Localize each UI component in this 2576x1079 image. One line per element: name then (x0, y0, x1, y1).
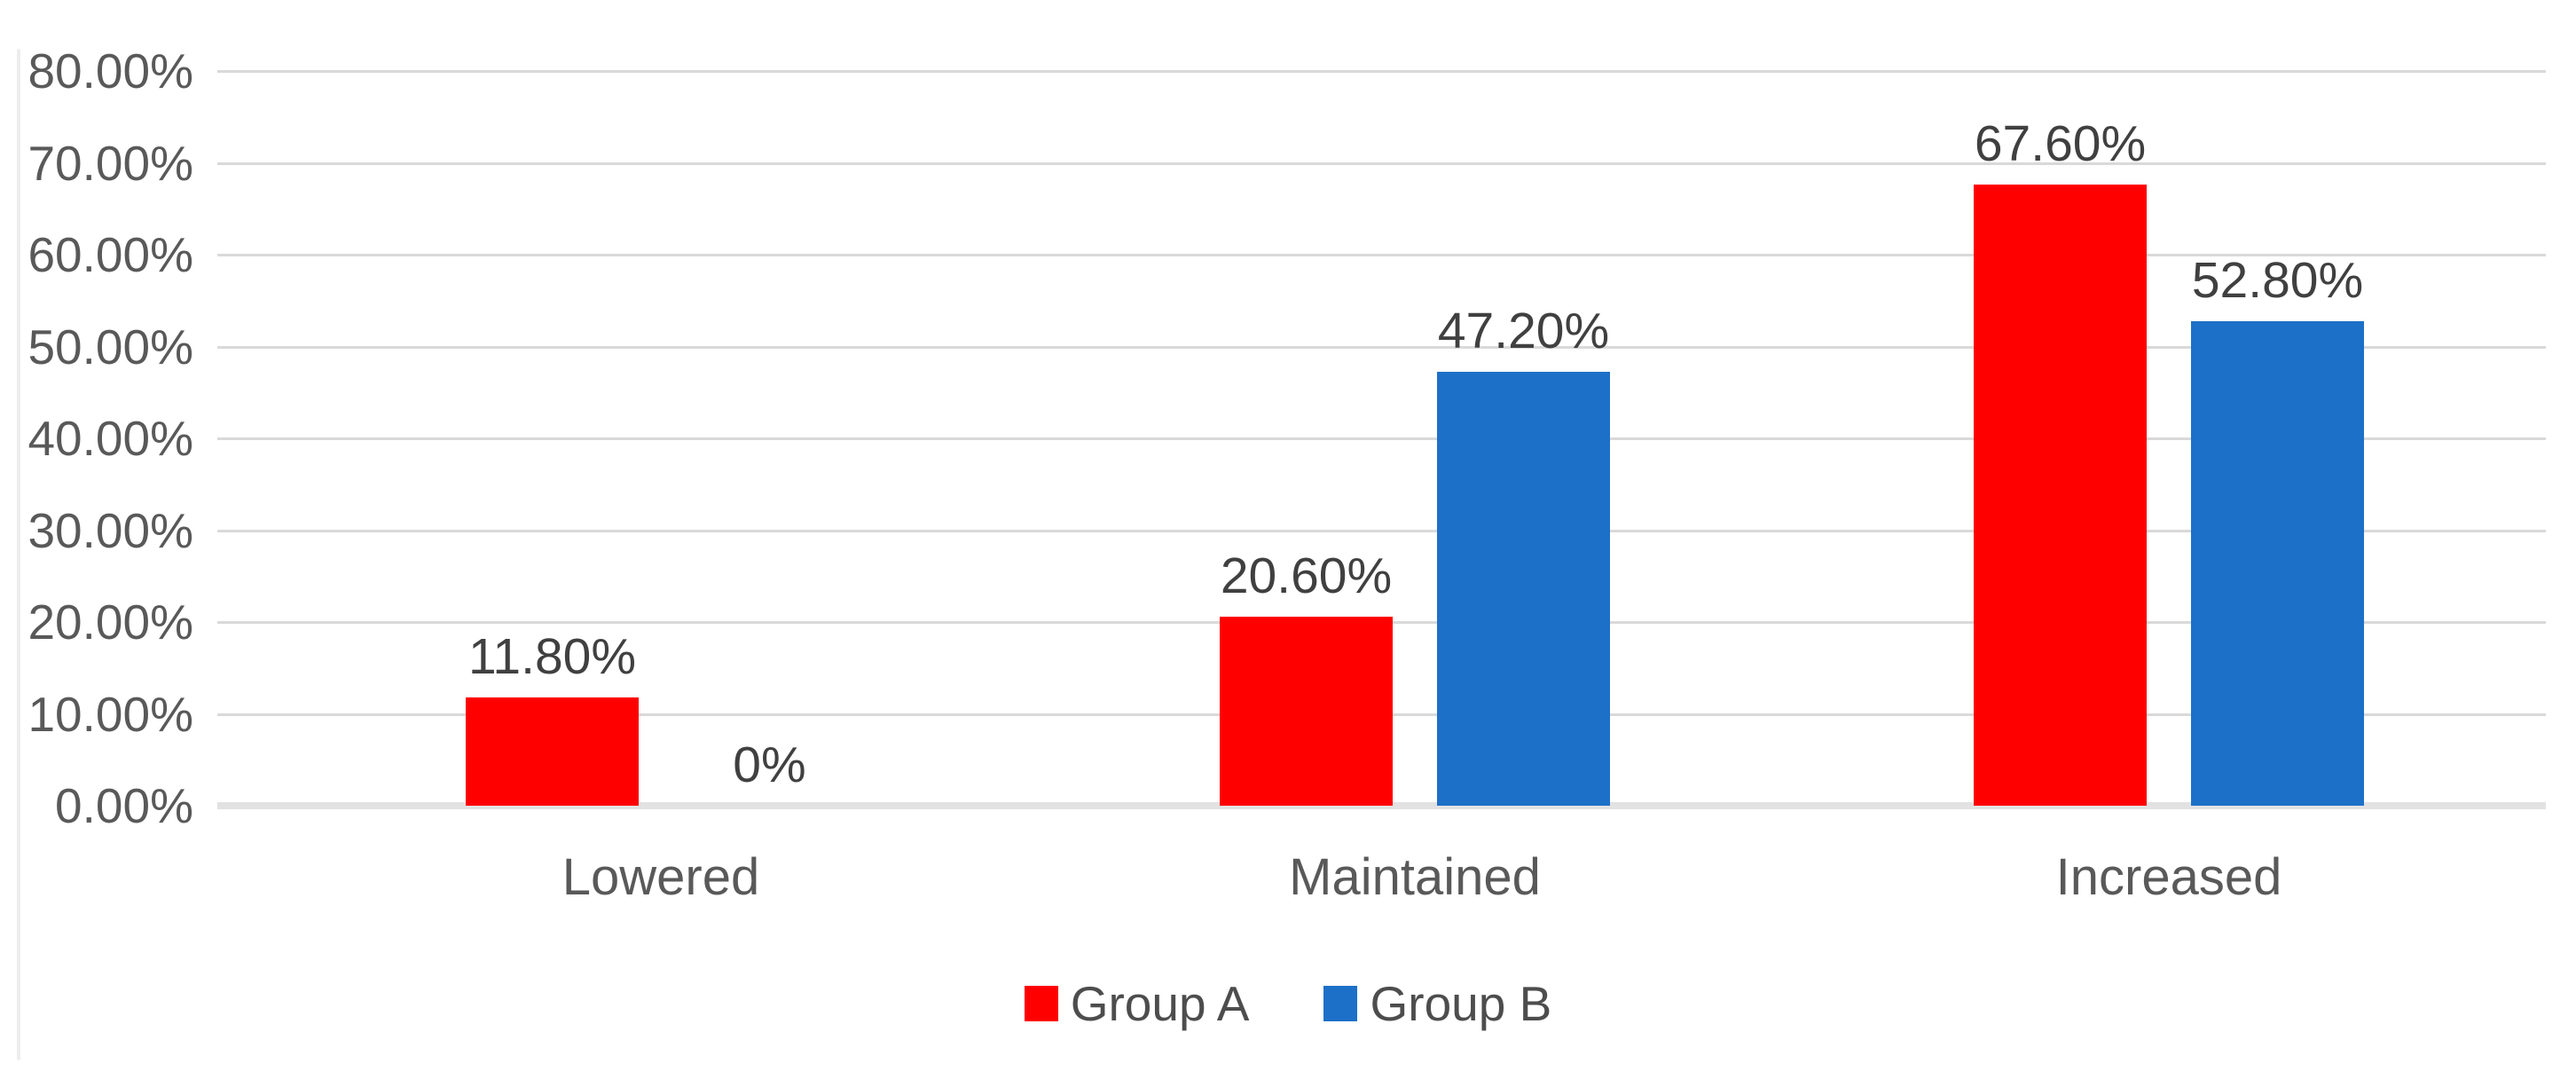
gridline (217, 529, 2546, 532)
y-axis-tick-label: 10.00% (27, 686, 193, 742)
bar-group-b-maintained (1437, 372, 1610, 806)
y-axis-tick-label: 0.00% (55, 778, 193, 833)
gridline (217, 802, 2546, 809)
data-label-group-a-maintained: 20.60% (1220, 547, 1393, 604)
gridline (217, 254, 2546, 256)
data-label-group-b-maintained: 47.20% (1437, 303, 1610, 359)
legend: Group A Group B (0, 978, 2576, 1029)
data-label-group-a-increased: 67.60% (1974, 115, 2147, 172)
bar-group-b-increased (2191, 321, 2364, 806)
legend-swatch-group-b-icon (1323, 986, 1358, 1021)
legend-label-group-b: Group B (1370, 976, 1552, 1031)
y-axis-tick-label: 70.00% (27, 135, 193, 191)
x-axis-category-label-maintained: Maintained (1289, 848, 1541, 906)
y-axis-tick-label: 30.00% (27, 502, 193, 558)
y-axis-tick-label: 50.00% (27, 319, 193, 374)
bar-group-a-increased (1974, 185, 2147, 806)
gridline (217, 345, 2546, 349)
gridline (217, 437, 2546, 440)
x-axis-category-label-increased: Increased (2055, 848, 2282, 906)
legend-item-group-b: Group B (1323, 978, 1551, 1029)
y-axis-tick-label: 60.00% (27, 227, 193, 282)
data-label-group-b-lowered: 0% (733, 736, 806, 793)
y-axis-tick-label: 40.00% (27, 411, 193, 466)
data-label-group-a-lowered: 11.80% (467, 628, 637, 685)
legend-swatch-group-a-icon (1024, 986, 1058, 1021)
bar-group-a-maintained (1220, 617, 1393, 806)
legend-item-group-a: Group A (1024, 976, 1250, 1031)
y-axis-tick-label: 80.00% (27, 43, 193, 98)
gridline (217, 70, 2546, 73)
y-axis-tick-label: 20.00% (27, 595, 193, 650)
left-edge-line (17, 49, 20, 1060)
gridline (217, 161, 2546, 165)
legend-label-group-a: Group A (1070, 976, 1250, 1031)
bar-group-a-lowered (466, 697, 639, 806)
data-label-group-b-increased: 52.80% (2191, 252, 2364, 309)
x-axis-category-label-lowered: Lowered (562, 848, 760, 906)
